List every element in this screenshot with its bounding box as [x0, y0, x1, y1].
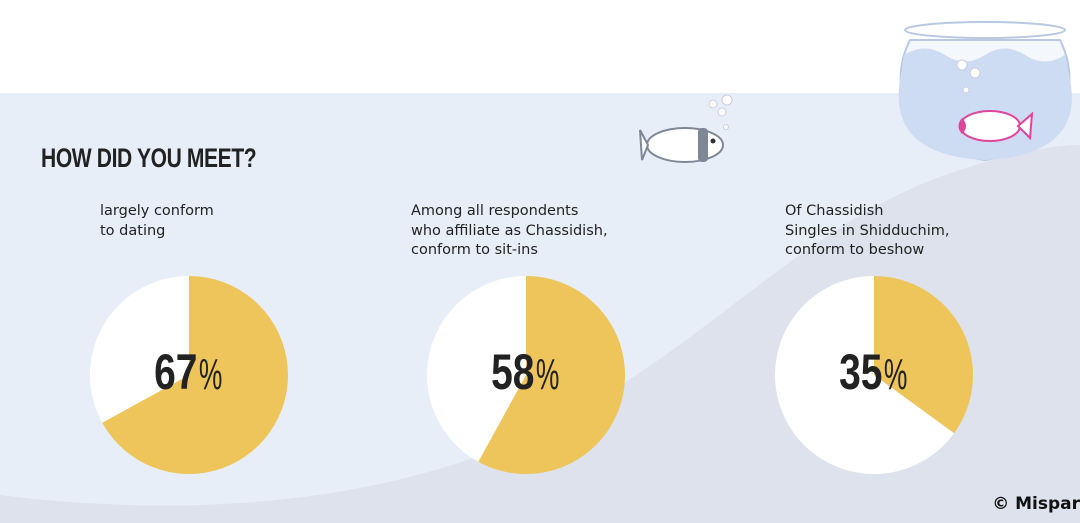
percent-sign: %: [884, 350, 908, 399]
pie-label-3: 35%: [774, 343, 974, 401]
pie-value-2: 58: [490, 344, 535, 400]
pie-value-3: 35: [838, 344, 883, 400]
pie-3-slice-remainder: [775, 276, 955, 475]
page-title: HOW DID YOU MEET?: [41, 143, 257, 173]
pie-1-slice-remainder: [90, 276, 189, 423]
pie-caption-1: largely conform to dating: [100, 203, 214, 239]
pie-caption-3: Of Chassidish Singles in Shidduchim, con…: [785, 203, 950, 258]
fishbowl-icon: [898, 21, 1072, 162]
pie-2-slice-remainder: [426, 276, 526, 462]
pie-1-slice-value: [102, 276, 288, 475]
pie-3-slice-value: [874, 276, 973, 434]
copyright: © Mispar: [992, 494, 1080, 514]
percent-sign: %: [536, 350, 560, 399]
pie-label-2: 58%: [426, 343, 626, 401]
percent-sign: %: [199, 350, 223, 399]
pie-label-1: 67%: [89, 343, 289, 401]
fish-icon: [639, 94, 733, 163]
pie-caption-2: Among all respondents who affiliate as C…: [411, 203, 608, 258]
pie-value-1: 67: [153, 344, 198, 400]
pie-2-slice-value: [478, 276, 625, 474]
